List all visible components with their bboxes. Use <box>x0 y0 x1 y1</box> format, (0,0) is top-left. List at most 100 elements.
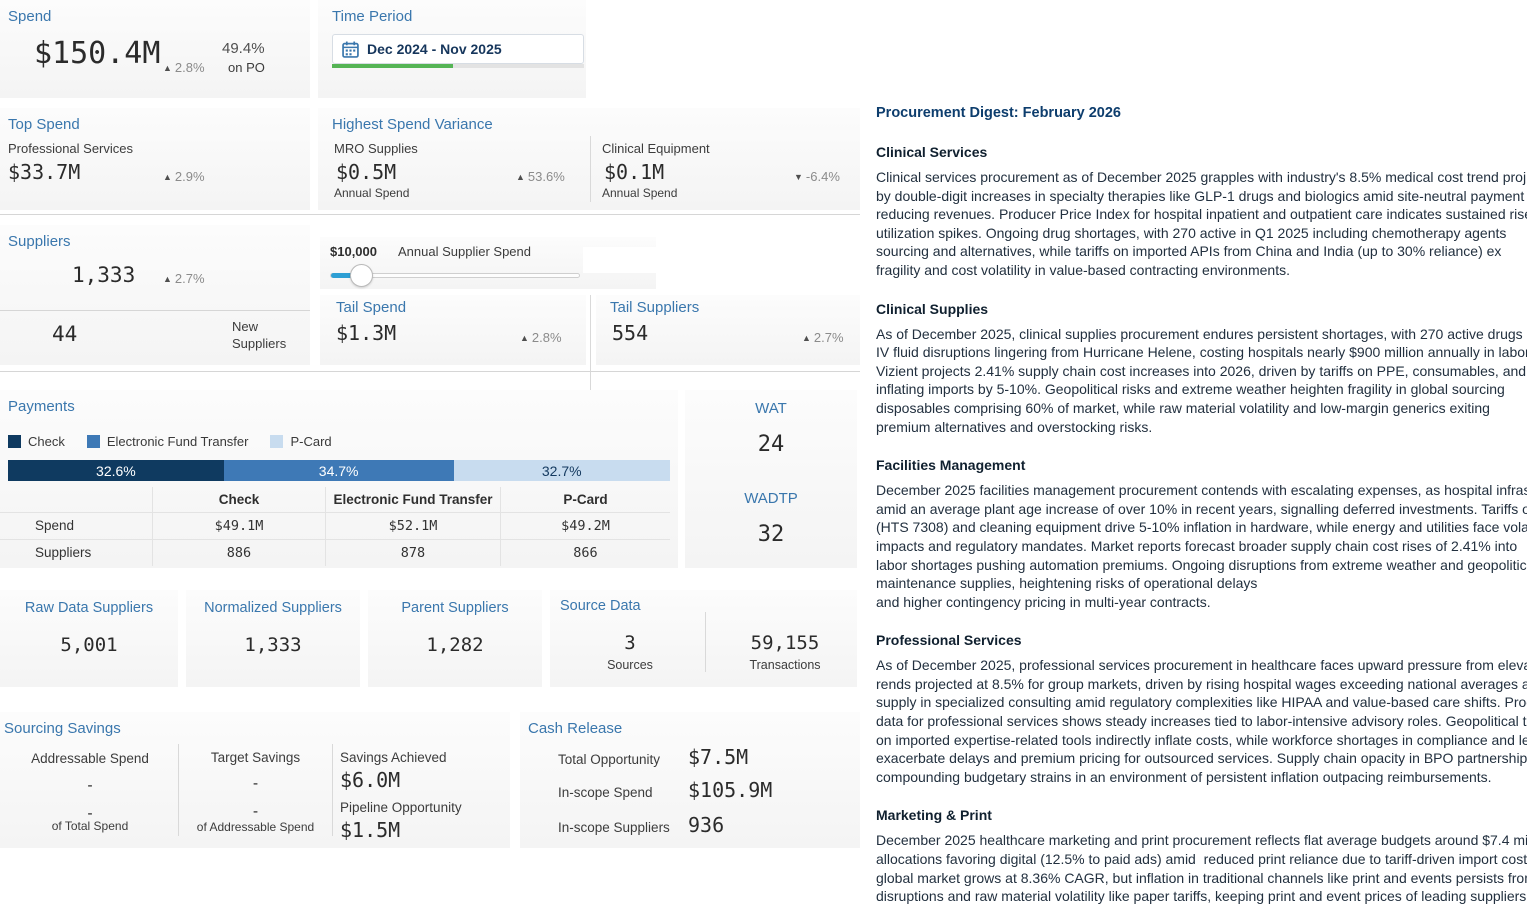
inscope-suppliers-value: 936 <box>688 813 725 837</box>
highest-spend-variance-card: Highest Spend Variance MRO Supplies $0.5… <box>318 108 860 210</box>
variance-item-name: MRO Supplies <box>334 141 418 156</box>
pipeline-opportunity-value: $1.5M <box>340 818 401 842</box>
legend-item-pcard[interactable]: P-Card <box>270 434 332 449</box>
legend-swatch-check <box>8 435 21 448</box>
tail-spend-delta: ▲ 2.8% <box>520 330 562 345</box>
bar-segment-check[interactable]: 32.6% <box>8 460 224 481</box>
sourcing-savings-card: Sourcing Savings Addressable Spend - - o… <box>0 712 510 848</box>
tail-suppliers-card: Tail Suppliers 554 ▲ 2.7% <box>596 295 860 365</box>
payments-table: Check Electronic Fund Transfer P-Card Sp… <box>0 487 670 566</box>
suppliers-divider <box>0 310 310 311</box>
top-spend-card: Top Spend Professional Services $33.7M ▲… <box>0 108 310 210</box>
tail-suppliers-delta: ▲ 2.7% <box>802 330 844 345</box>
variance-item-name: Clinical Equipment <box>602 141 710 156</box>
row-label: Suppliers <box>0 539 152 566</box>
payments-stacked-bar: 32.6% 34.7% 32.7% <box>8 460 670 481</box>
up-arrow-icon: ▲ <box>520 333 529 343</box>
legend-swatch-pcard <box>270 435 284 448</box>
up-arrow-icon: ▲ <box>163 63 172 73</box>
table-corner-cell <box>0 487 152 512</box>
suppliers-pcard-value: 866 <box>500 539 670 566</box>
addressable-spend-title: Addressable Spend <box>31 751 149 766</box>
supplier-spend-slider[interactable] <box>330 264 580 287</box>
time-period-title: Time Period <box>332 8 413 25</box>
variance-divider <box>590 136 591 202</box>
legend-item-eft[interactable]: Electronic Fund Transfer <box>86 434 248 449</box>
procurement-digest-panel: Procurement Digest: February 2026 Clinic… <box>876 105 1527 906</box>
new-suppliers-value: 44 <box>52 322 78 346</box>
top-spend-title: Top Spend <box>8 116 80 133</box>
up-arrow-icon: ▲ <box>163 274 172 284</box>
spend-eft-value: $52.1M <box>325 512 500 539</box>
variance-item-value: $0.1M <box>604 160 665 184</box>
digest-section-professional-services: Professional Services As of December 202… <box>876 632 1527 786</box>
slider-label: Annual Supplier Spend <box>398 244 531 259</box>
variance-item-sublabel: Annual Spend <box>602 186 678 200</box>
up-arrow-icon: ▲ <box>802 333 811 343</box>
up-arrow-icon: ▲ <box>163 172 172 182</box>
inscope-spend-value: $105.9M <box>688 778 773 802</box>
col-header-pcard: P-Card <box>500 487 670 512</box>
inscope-spend-label: In-scope Spend <box>558 785 653 800</box>
slider-handle[interactable] <box>350 264 373 287</box>
spend-delta: ▲ 2.8% <box>163 60 205 75</box>
blank-overlay <box>583 247 656 273</box>
slider-value: $10,000 <box>330 244 377 259</box>
digest-section-body: As of December 2025, professional servic… <box>876 657 1527 785</box>
top-spend-value: $33.7M <box>8 160 81 184</box>
spend-check-value: $49.1M <box>152 512 325 539</box>
tail-spend-card: Tail Spend $1.3M ▲ 2.8% <box>320 295 586 365</box>
variance-item-sublabel: Annual Spend <box>334 186 410 200</box>
wat-label: WAT <box>755 400 787 417</box>
variance-title: Highest Spend Variance <box>332 116 493 133</box>
parent-suppliers-card: Parent Suppliers 1,282 <box>368 590 542 687</box>
sourcing-savings-title: Sourcing Savings <box>4 720 121 737</box>
cash-release-card: Cash Release Total Opportunity $7.5M In-… <box>520 712 860 848</box>
savings-achieved-title: Savings Achieved <box>340 750 447 765</box>
time-period-card: Time Period Dec 2024 - Nov 2025 <box>318 0 586 98</box>
digest-section-heading: Marketing & Print <box>876 807 992 824</box>
bar-segment-eft[interactable]: 34.7% <box>223 460 454 481</box>
savings-achieved-value: $6.0M <box>340 768 401 792</box>
source-data-card: Source Data 3 Sources 59,155 Transaction… <box>550 590 857 687</box>
normalized-suppliers-card: Normalized Suppliers 1,333 <box>186 590 360 687</box>
time-period-picker[interactable]: Dec 2024 - Nov 2025 <box>332 34 584 64</box>
sourcing-divider <box>332 744 333 836</box>
total-opportunity-value: $7.5M <box>688 745 749 769</box>
spend-po-label: on PO <box>228 60 265 75</box>
tail-suppliers-value: 554 <box>612 321 649 345</box>
variance-item-value: $0.5M <box>336 160 397 184</box>
suppliers-eft-value: 878 <box>325 539 500 566</box>
up-arrow-icon: ▲ <box>516 172 525 182</box>
digest-section-body: As of December 2025, clinical supplies p… <box>876 325 1527 435</box>
tail-slider-panel: $10,000 Annual Supplier Spend <box>320 237 656 289</box>
legend-item-check[interactable]: Check <box>8 434 65 449</box>
wadtp-label: WADTP <box>744 490 798 507</box>
legend-swatch-eft <box>86 435 100 448</box>
spend-po-pct: 49.4% <box>222 40 265 57</box>
source-data-title: Source Data <box>560 598 641 614</box>
tail-spend-title: Tail Spend <box>336 299 407 316</box>
digest-section-heading: Clinical Supplies <box>876 300 989 317</box>
col-header-check: Check <box>152 487 325 512</box>
spend-title: Spend <box>8 8 52 25</box>
digest-section-heading: Clinical Services <box>876 144 988 160</box>
parent-suppliers-value: 1,282 <box>426 634 484 656</box>
target-savings-pct-label: of Addressable Spend <box>196 820 315 834</box>
digest-section-clinical-services: Clinical Services Clinical services proc… <box>876 144 1527 280</box>
target-savings-value: - <box>250 774 261 792</box>
payments-legend: Check Electronic Fund Transfer P-Card <box>8 434 354 449</box>
wadtp-value: 32 <box>757 522 785 547</box>
addressable-spend-pct: - <box>85 804 95 822</box>
transactions-value: 59,155 <box>750 632 820 654</box>
normalized-suppliers-value: 1,333 <box>244 634 302 656</box>
sources-label: Sources <box>607 658 653 672</box>
digest-section-body: December 2025 healthcare marketing and p… <box>876 832 1527 905</box>
variance-item-delta: ▲ 53.6% <box>516 169 565 184</box>
section-divider <box>0 214 860 215</box>
transactions-label: Transactions <box>749 658 821 672</box>
bar-segment-pcard[interactable]: 32.7% <box>453 460 670 481</box>
time-period-progress <box>332 64 584 68</box>
source-data-divider <box>705 612 706 672</box>
digest-section-body: Clinical services procurement as of Dece… <box>876 169 1527 278</box>
